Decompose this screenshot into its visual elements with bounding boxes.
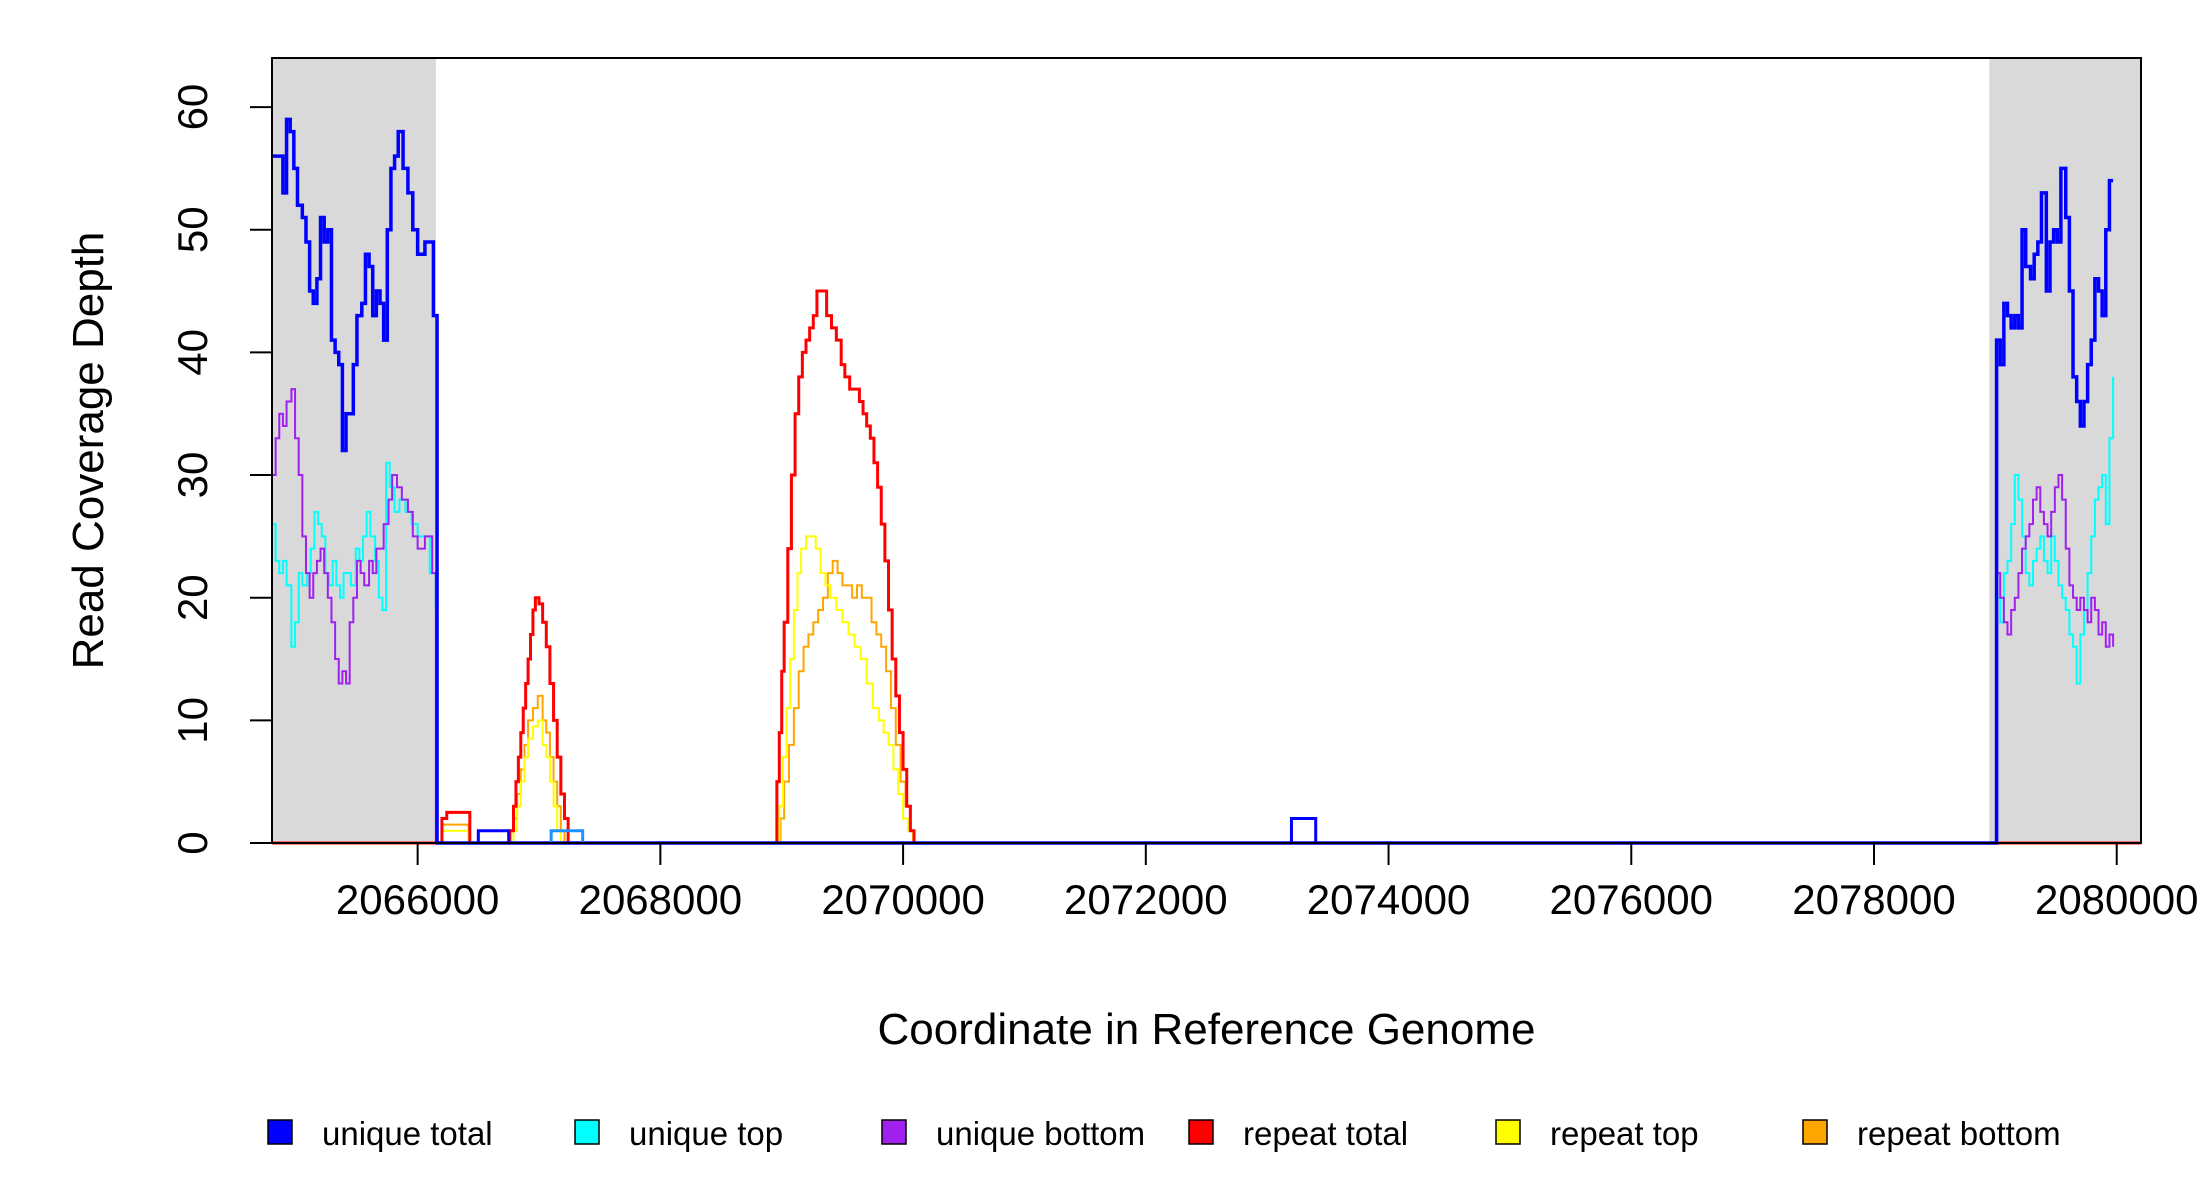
legend-label: repeat top	[1550, 1115, 1699, 1152]
y-tick-label: 10	[169, 697, 216, 744]
x-tick-label: 2070000	[821, 876, 985, 923]
legend-item-unique-top: unique top	[574, 1115, 783, 1152]
legend-label: repeat bottom	[1857, 1115, 2061, 1152]
series-line-repeat-bottom	[272, 559, 2141, 844]
x-tick-label: 2066000	[336, 876, 500, 923]
legend-swatch	[1188, 1119, 1214, 1145]
legend-label: repeat total	[1243, 1115, 1408, 1152]
legend-item-unique-total: unique total	[267, 1115, 493, 1152]
shaded-regions	[272, 58, 2141, 843]
legend-swatch	[574, 1119, 600, 1145]
x-tick-label: 2076000	[1550, 876, 1714, 923]
series-line-unique-total	[272, 117, 2114, 845]
legend-swatch	[881, 1119, 907, 1145]
x-axis: 2066000 2068000 2070000 2072000 2074000 20760…	[336, 842, 2199, 923]
x-axis-title: Coordinate in Reference Genome	[878, 1005, 1536, 1054]
y-tick-label: 50	[169, 206, 216, 253]
coverage-segment-2	[1289, 816, 1318, 843]
x-tick-label: 2078000	[1792, 876, 1956, 923]
coverage-segment-1	[549, 829, 585, 843]
legend: unique total unique top unique bottom repea…	[267, 1115, 2061, 1152]
series-line-repeat-top	[272, 535, 2141, 844]
legend-label: unique top	[629, 1115, 783, 1152]
y-tick-label: 20	[169, 574, 216, 621]
legend-swatch	[1802, 1119, 1828, 1145]
x-tick-label: 2068000	[579, 876, 743, 923]
x-tick-label: 2080000	[2035, 876, 2199, 923]
legend-swatch	[1495, 1119, 1521, 1145]
y-tick-label: 40	[169, 329, 216, 376]
series-layer	[272, 117, 2141, 845]
plot-frame	[271, 57, 2142, 844]
y-tick-label: 0	[169, 831, 216, 854]
series-line-unique-bottom	[272, 388, 2115, 844]
legend-item-repeat-total: repeat total	[1188, 1115, 1408, 1152]
x-tick-label: 2074000	[1307, 876, 1471, 923]
y-tick-label: 60	[169, 84, 216, 131]
legend-swatch	[267, 1119, 293, 1145]
legend-item-unique-bottom: unique bottom	[881, 1115, 1145, 1152]
series-line-unique-top	[272, 376, 2115, 844]
y-tick-label: 30	[169, 452, 216, 499]
series-line-repeat-total	[272, 289, 2141, 845]
legend-label: unique total	[322, 1115, 493, 1152]
legend-item-repeat-bottom: repeat bottom	[1802, 1115, 2061, 1152]
y-axis: 0 10 20 30 40 50 60	[169, 84, 273, 855]
legend-label: unique bottom	[936, 1115, 1145, 1152]
y-axis-title: Read Coverage Depth	[64, 232, 113, 670]
legend-item-repeat-top: repeat top	[1495, 1115, 1699, 1152]
coverage-segment-0	[476, 829, 511, 843]
x-tick-label: 2072000	[1064, 876, 1228, 923]
